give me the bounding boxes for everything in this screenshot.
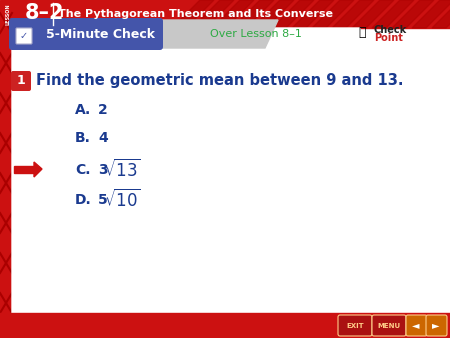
Polygon shape	[172, 0, 214, 28]
Polygon shape	[212, 0, 254, 28]
Polygon shape	[432, 0, 450, 28]
Polygon shape	[292, 0, 334, 28]
Bar	[0, 28, 12, 313]
Text: MENU: MENU	[378, 322, 401, 329]
FancyBboxPatch shape	[406, 315, 427, 336]
Bar	[0, 313, 450, 338]
Text: 5: 5	[98, 193, 108, 207]
Text: D.: D.	[75, 193, 92, 207]
Polygon shape	[232, 0, 274, 28]
Polygon shape	[12, 28, 360, 313]
Polygon shape	[392, 0, 434, 28]
Bar	[0, 0, 450, 28]
Text: Point: Point	[374, 33, 403, 43]
Text: Over Lesson 8–1: Over Lesson 8–1	[210, 29, 302, 39]
Text: 4: 4	[98, 131, 108, 145]
FancyBboxPatch shape	[11, 71, 31, 91]
Text: 5-Minute Check: 5-Minute Check	[45, 27, 154, 41]
Text: ►: ►	[432, 320, 440, 331]
Text: 1: 1	[17, 74, 25, 88]
Text: EXIT: EXIT	[346, 322, 364, 329]
Polygon shape	[272, 0, 314, 28]
Polygon shape	[372, 0, 414, 28]
Text: 2: 2	[98, 103, 108, 117]
Text: ◄: ◄	[412, 320, 420, 331]
Text: B.: B.	[75, 131, 91, 145]
Text: $\sqrt{10}$: $\sqrt{10}$	[104, 189, 141, 211]
Text: The Pythagorean Theorem and Its Converse: The Pythagorean Theorem and Its Converse	[58, 9, 333, 19]
Polygon shape	[12, 20, 278, 48]
FancyBboxPatch shape	[426, 315, 447, 336]
Bar	[14, 166, 36, 172]
Polygon shape	[192, 0, 234, 28]
FancyBboxPatch shape	[16, 28, 32, 44]
Text: C.: C.	[75, 163, 90, 177]
Polygon shape	[352, 0, 394, 28]
Text: $\sqrt{13}$: $\sqrt{13}$	[104, 159, 141, 181]
Text: Find the geometric mean between 9 and 13.: Find the geometric mean between 9 and 13…	[36, 73, 404, 89]
Polygon shape	[332, 0, 374, 28]
FancyBboxPatch shape	[9, 18, 163, 50]
Polygon shape	[312, 0, 354, 28]
FancyBboxPatch shape	[372, 315, 406, 336]
Text: ✓: ✓	[20, 31, 28, 41]
Text: A.: A.	[75, 103, 91, 117]
Polygon shape	[252, 0, 294, 28]
FancyBboxPatch shape	[338, 315, 372, 336]
Polygon shape	[412, 0, 450, 28]
Text: LESSON: LESSON	[5, 3, 10, 25]
Text: 🏆: 🏆	[358, 25, 365, 39]
Text: 8–2: 8–2	[25, 3, 64, 23]
Polygon shape	[34, 162, 42, 177]
Text: Check: Check	[374, 25, 407, 35]
Text: 3: 3	[98, 163, 108, 177]
